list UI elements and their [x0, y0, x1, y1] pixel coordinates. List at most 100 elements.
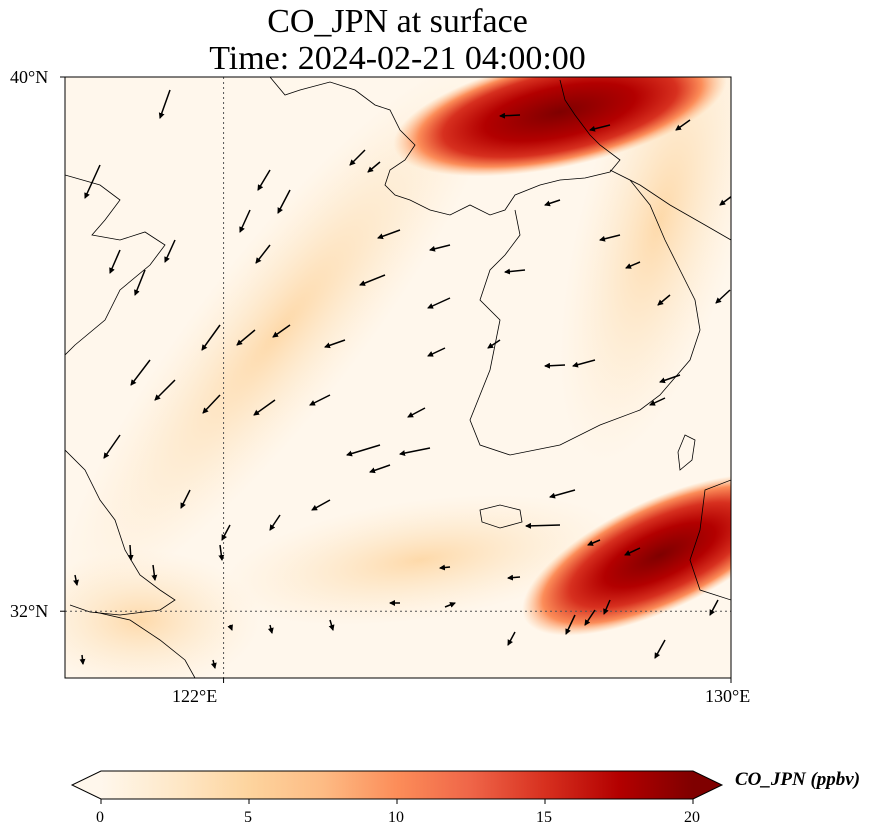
diagonal-light-band: [65, 77, 499, 603]
kyushu-coast: [689, 479, 731, 601]
map-frame: [64, 76, 732, 679]
wind-arrow: [367, 161, 381, 173]
wind-arrow: [202, 394, 221, 414]
wind-arrow: [549, 489, 576, 499]
wind-arrow: [130, 359, 151, 386]
wind-arrow: [127, 544, 134, 561]
colorbar-extend-max: [693, 771, 722, 799]
northern-plume: [393, 77, 727, 177]
concentration-field: [65, 77, 731, 678]
wind-arrow: [236, 329, 256, 346]
wind-arrow: [407, 407, 426, 418]
wind-arrow: [499, 112, 521, 119]
colorbar-label: CO_JPN (ppbv): [735, 769, 861, 790]
colorbar-tick-20: 20: [684, 809, 700, 826]
colorbar: [70, 770, 724, 804]
wind-arrow: [439, 564, 451, 571]
wind-arrow: [109, 249, 121, 274]
lat-tick-32: 32°N: [10, 601, 49, 621]
wind-arrow: [399, 447, 431, 456]
wind-arrow: [239, 209, 251, 233]
jeju-island: [479, 504, 523, 529]
southeastern-plume: [522, 474, 731, 636]
wind-arrow: [79, 654, 86, 665]
wind-arrow: [599, 234, 621, 242]
wind-arrow: [369, 464, 391, 474]
wind-arrow: [277, 189, 291, 214]
wind-arrow: [257, 169, 271, 191]
lat-tick-40: 40°N: [10, 67, 49, 87]
wind-arrow: [221, 524, 231, 541]
wind-arrow: [311, 499, 331, 511]
wind-arrow: [272, 324, 291, 338]
colorbar-gradient: [101, 771, 693, 799]
wind-arrow: [507, 574, 521, 581]
wind-arrow: [151, 564, 158, 581]
lon-tick-122: 122°E: [172, 686, 218, 706]
wind-arrow: [154, 379, 176, 401]
wind-arrow: [359, 274, 386, 286]
wind-arrow: [328, 619, 335, 631]
tsushima-island: [677, 434, 696, 471]
wind-arrow: [507, 631, 516, 646]
wind-arrow: [565, 614, 576, 635]
wind-arrow: [603, 599, 611, 615]
wind-arrow: [624, 547, 641, 556]
wind-arrow: [427, 347, 446, 357]
wind-arrow: [267, 624, 274, 634]
colorbar-tickmarks: [100, 799, 694, 804]
wind-arrow: [346, 444, 381, 457]
colorbar-extend-min: [72, 771, 101, 799]
wind-arrow: [103, 434, 121, 459]
wind-arrow: [134, 269, 146, 296]
yangtze-estuary: [94, 611, 196, 678]
wind-arrow: [377, 229, 401, 240]
wind-arrow: [444, 602, 456, 608]
shandong-coast: [65, 174, 166, 356]
colorbar-tick-0: 0: [96, 809, 104, 826]
wind-arrow: [227, 624, 233, 631]
wind-arrow: [589, 124, 611, 132]
wind-arrow: [210, 659, 217, 669]
wind-arrow: [324, 339, 346, 349]
jiangsu-coast: [65, 449, 176, 616]
southern-light-band: [221, 494, 619, 626]
map-title-line1: CO_JPN at surface: [267, 3, 528, 40]
wind-arrow: [675, 119, 691, 131]
wind-arrow: [719, 195, 731, 206]
wind-arrow: [158, 89, 171, 119]
wind-arrow: [504, 268, 526, 275]
wind-arrow: [269, 514, 281, 531]
wind-arrow: [427, 297, 451, 309]
lon-tick-130: 130°E: [705, 686, 751, 706]
map-title-line2: Time: 2024-02-21 04:00:00: [209, 40, 586, 77]
wind-arrow: [659, 374, 681, 384]
wind-arrow: [255, 244, 271, 264]
axis-ticks: [60, 76, 732, 683]
colorbar-tick-15: 15: [536, 809, 552, 826]
coastal-light-band: [65, 550, 260, 678]
wind-arrow: [525, 522, 561, 529]
wind-arrow: [709, 599, 719, 616]
wind-arrow: [584, 609, 596, 626]
korean-peninsula-coast: [469, 179, 701, 456]
wind-arrow: [73, 574, 79, 586]
nk-east-coast: [609, 169, 731, 241]
wind-arrow: [429, 244, 451, 252]
wind-arrow: [649, 397, 666, 406]
wind-arrow: [218, 544, 225, 561]
wind-arrow: [309, 394, 331, 406]
wind-arrow: [349, 149, 366, 166]
wind-arrow: [544, 199, 561, 207]
gridlines: [65, 77, 731, 678]
liaoning-bohai-coast: [269, 77, 621, 216]
wind-arrow: [164, 239, 176, 263]
wind-vectors: [73, 89, 731, 669]
wind-arrow: [487, 339, 501, 349]
wind-arrow: [572, 359, 596, 368]
wind-arrow: [587, 539, 601, 546]
wind-arrow: [654, 639, 666, 659]
colorbar-tick-10: 10: [388, 809, 404, 826]
wind-arrow: [253, 399, 276, 416]
